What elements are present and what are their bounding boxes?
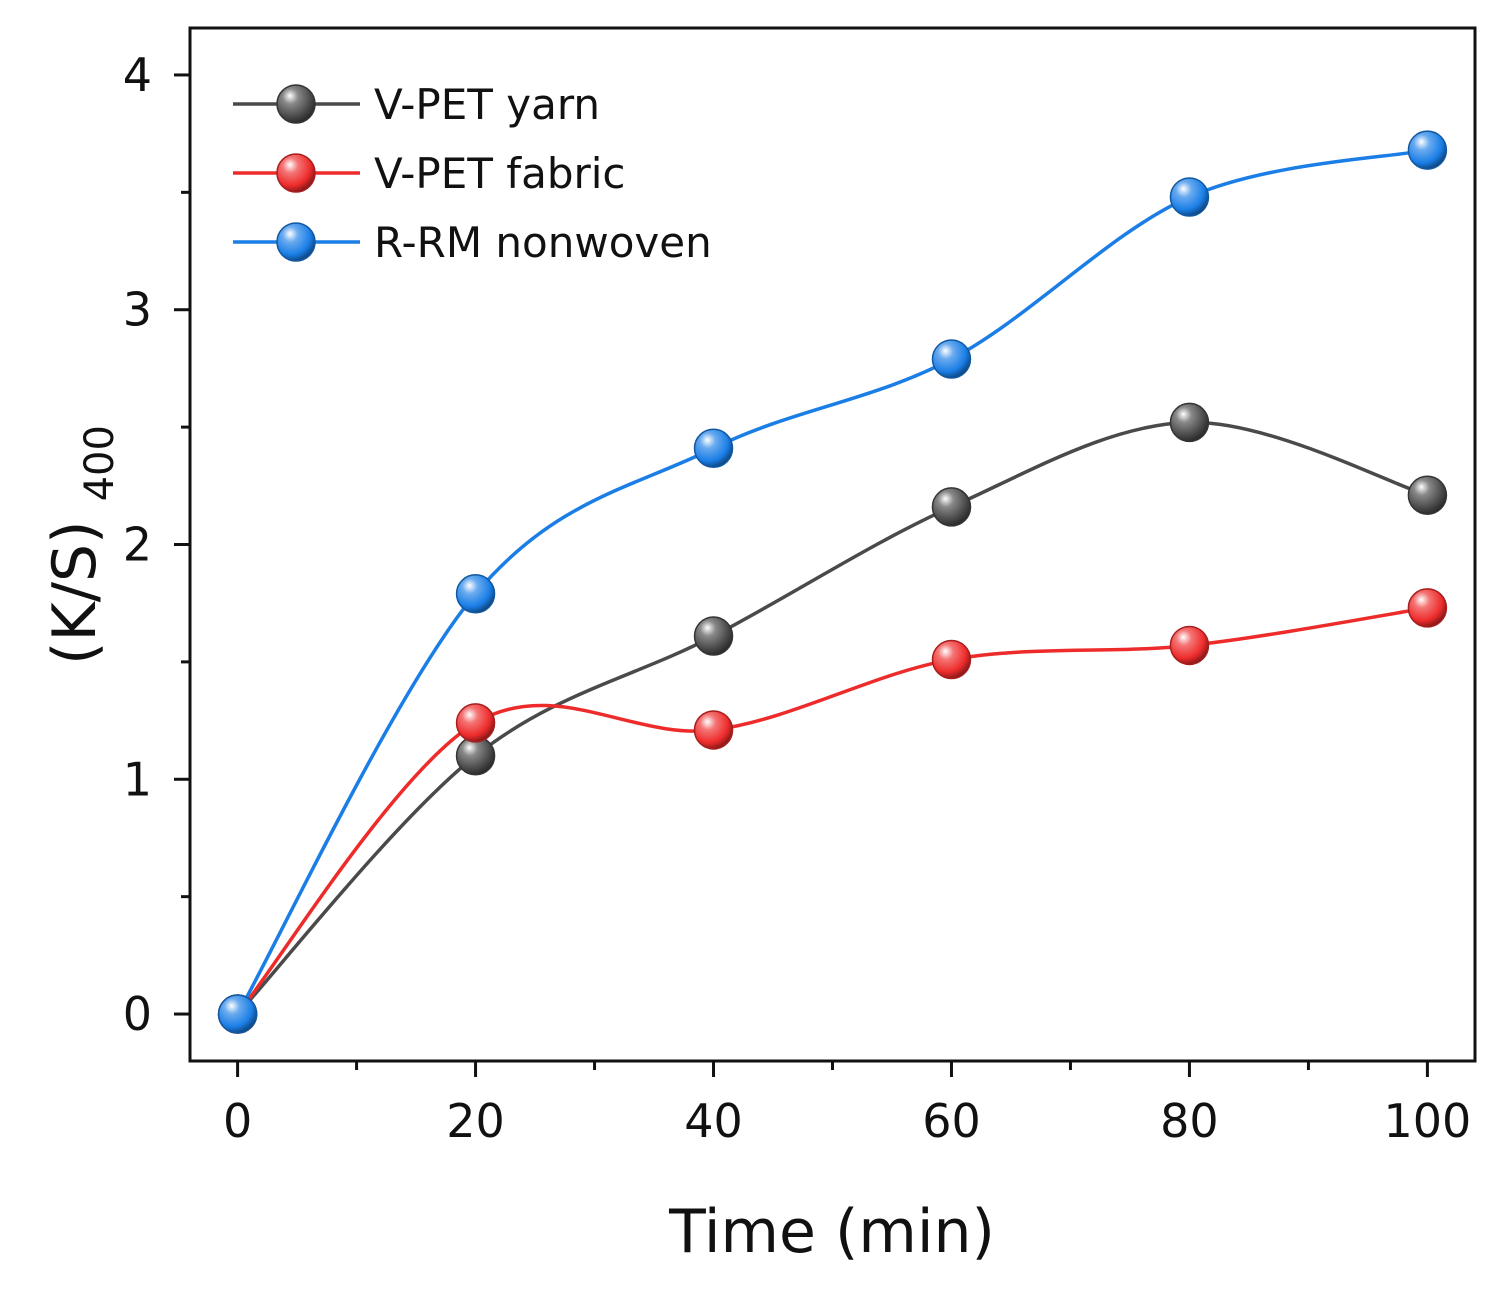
x-tick-label: 40 xyxy=(684,1094,743,1148)
legend-entry-r-rm-nonwoven: R-RM nonwoven xyxy=(233,218,712,267)
data-point-r-rm-nonwoven xyxy=(1169,177,1210,217)
data-point-v-pet-fabric xyxy=(693,710,734,750)
legend-entry-v-pet-fabric: V-PET fabric xyxy=(233,149,626,198)
axis-tick-labels: 0 20 40 60 80 100 0 1 2 3 4 xyxy=(123,48,1472,1148)
data-point-v-pet-yarn xyxy=(931,487,972,527)
data-point-v-pet-fabric xyxy=(455,703,496,743)
data-point-v-pet-fabric xyxy=(1169,625,1210,666)
x-tick-label: 80 xyxy=(1160,1094,1219,1148)
y-axis-title-subscript: 400 xyxy=(77,425,123,501)
data-point-v-pet-yarn xyxy=(693,616,734,656)
legend-label: V-PET yarn xyxy=(374,80,600,129)
legend-marker xyxy=(276,222,316,262)
data-point-r-rm-nonwoven xyxy=(693,428,734,468)
legend-label: V-PET fabric xyxy=(374,149,626,198)
y-tick-label: 3 xyxy=(123,283,152,337)
legend-marker xyxy=(276,84,316,124)
data-point-r-rm-nonwoven xyxy=(1407,130,1448,170)
y-tick-label: 0 xyxy=(123,987,152,1041)
x-axis-title: Time (min) xyxy=(668,1197,995,1267)
legend-entry-v-pet-yarn: V-PET yarn xyxy=(233,80,600,129)
data-point-v-pet-yarn xyxy=(1169,402,1210,443)
data-point-r-rm-nonwoven xyxy=(455,574,496,614)
data-point-v-pet-yarn xyxy=(1407,475,1448,515)
axis-ticks xyxy=(174,73,1429,1077)
y-axis-title: (K/S) 400 xyxy=(40,425,123,665)
legend: V-PET yarn V-PET fabric R-RM nonwoven xyxy=(233,80,712,267)
data-point-r-rm-nonwoven xyxy=(931,339,972,379)
legend-label: R-RM nonwoven xyxy=(374,218,712,267)
data-point-v-pet-fabric xyxy=(1407,588,1448,628)
x-tick-label: 0 xyxy=(223,1094,252,1148)
y-tick-label: 4 xyxy=(123,48,152,102)
x-tick-label: 100 xyxy=(1384,1094,1472,1148)
legend-marker xyxy=(276,153,316,193)
series-markers xyxy=(217,130,1448,1034)
data-point-r-rm-nonwoven xyxy=(217,994,258,1034)
y-tick-label: 2 xyxy=(123,518,152,572)
x-tick-label: 20 xyxy=(446,1094,505,1148)
y-tick-label: 1 xyxy=(123,752,152,806)
svg-text:(K/S) 400: (K/S) 400 xyxy=(40,425,123,665)
x-tick-label: 60 xyxy=(922,1094,981,1148)
y-axis-title-main: (K/S) xyxy=(40,520,110,664)
data-point-v-pet-fabric xyxy=(931,639,972,680)
